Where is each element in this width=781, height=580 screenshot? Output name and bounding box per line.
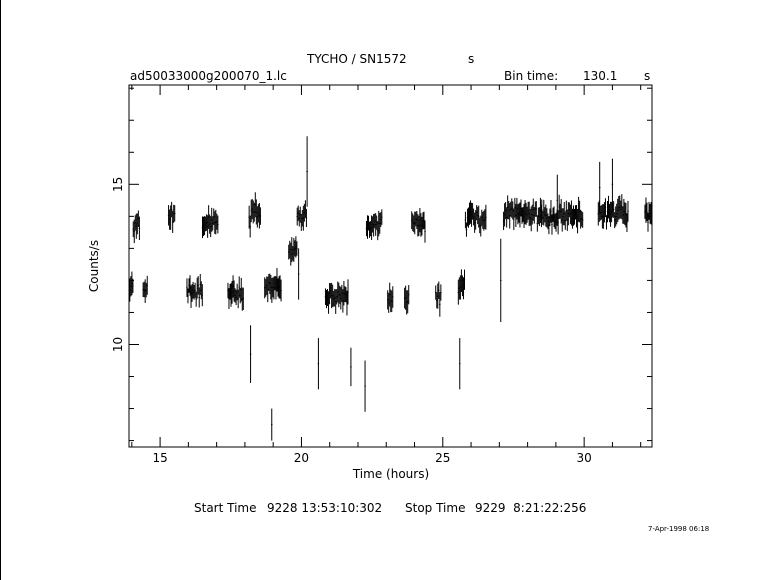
stop-time-label: Stop Time	[405, 501, 466, 515]
window-left-border	[0, 0, 1, 580]
y-axis-label: Counts/s	[87, 240, 101, 292]
plot-title: TYCHO / SN1572	[307, 52, 407, 66]
plot-title-unit: s	[468, 52, 475, 66]
bin-time-unit: s	[644, 69, 651, 83]
bin-time-value: 130.1	[583, 69, 618, 83]
bin-time-label: Bin time:	[504, 69, 559, 83]
y-tick-label: 10	[111, 337, 125, 352]
axis-ticks	[129, 85, 652, 447]
x-tick-label: 15	[152, 451, 167, 465]
y-tick-label: 15	[111, 177, 125, 192]
x-tick-label: 30	[577, 451, 592, 465]
data-points	[129, 136, 652, 441]
start-time-label: Start Time	[194, 501, 257, 515]
x-tick-label: 20	[294, 451, 309, 465]
start-time-value: 9228 13:53:10:302	[267, 501, 383, 515]
x-tick-label: 25	[435, 451, 450, 465]
x-axis-label: Time (hours)	[352, 467, 429, 481]
plot-frame	[128, 84, 653, 448]
stop-time-value: 9229 8:21:22:256	[475, 501, 587, 515]
print-timestamp: 7-Apr-1998 06:18	[648, 525, 710, 533]
file-name: ad50033000g200070_1.lc	[130, 69, 287, 83]
axis-tick-labels: 15 20 25 30 10 15	[111, 177, 592, 465]
